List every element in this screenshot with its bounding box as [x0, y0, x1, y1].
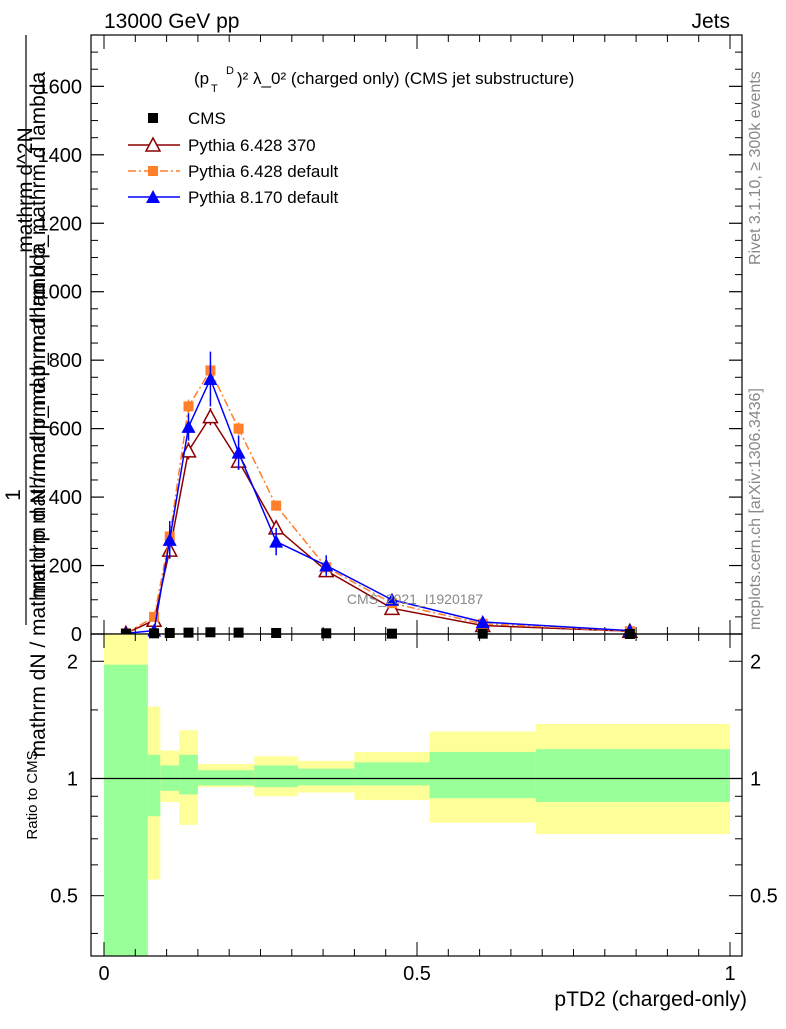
y-tick-label: 1600 [38, 76, 83, 98]
main-y-axis-label: 1 mathrm d^2N mathrm d N / mathrm d p_ma… [2, 35, 50, 757]
title-ptd-symbol: (p [194, 69, 209, 88]
data-point [233, 423, 244, 434]
x-tick-label: 0.5 [403, 963, 431, 985]
ratio-x-axis: 0 0.5 1 [98, 634, 736, 985]
data-point [269, 534, 284, 548]
ratio-band-inner [535, 749, 730, 803]
data-point [205, 627, 216, 638]
legend-label: CMS [188, 109, 226, 128]
ratio-y-tick-label: 1 [67, 768, 78, 790]
y-tick-label: 600 [49, 419, 82, 441]
legend-label: Pythia 6.428 default [188, 162, 339, 181]
y-tick-label: 800 [49, 350, 82, 372]
ratio-band-inner [197, 770, 255, 786]
title-ptd-sub: T [211, 83, 218, 95]
ratio-y-tick-label-right: 1 [750, 768, 761, 790]
data-point [384, 592, 399, 606]
ratio-y-tick-label: 2 [67, 651, 78, 673]
data-point [181, 419, 196, 433]
ylabel-numerator-detail: mathrm d N / mathrm d p_mathrm d p_mathr… [27, 72, 50, 599]
energy-label: 13000 GeV pp [104, 10, 239, 33]
ratio-band-inner [298, 768, 355, 786]
ratio-y-tick-label-right: 2 [750, 651, 761, 673]
ratio-band-inner [147, 754, 161, 817]
mcplots-label: mcplots.cern.ch [arXiv:1306.3436] [747, 388, 764, 630]
x-tick-label: 1 [724, 963, 735, 985]
data-point [149, 628, 160, 639]
legend-marker [148, 166, 158, 176]
ratio-y-axis: 0.5 0.5 1 1 2 2 [50, 651, 778, 934]
data-point [231, 445, 246, 459]
ratio-band-inner [354, 762, 430, 786]
data-point [271, 627, 282, 638]
series-pythia-8-170-default [118, 351, 637, 640]
rivet-label: Rivet 3.1.10, ≥ 300k events [747, 71, 764, 265]
y-tick-label: 1400 [38, 145, 83, 167]
ylabel-denominator: mathrm dN / mathrm d p mathrm d p_mathrm… [27, 242, 50, 757]
data-point [183, 401, 194, 412]
x-axis-label: pTD2 (charged-only) [554, 988, 747, 1011]
data-point [203, 371, 218, 385]
legend-label: Pythia 6.428 370 [188, 136, 316, 155]
data-point [162, 532, 177, 546]
data-point [149, 611, 160, 622]
main-y-axis: 0 200 400 600 800 1000 1200 1400 1600 [38, 34, 742, 646]
data-point [271, 500, 282, 511]
legend-marker [146, 190, 160, 203]
ratio-y-tick-label-right: 0.5 [750, 886, 778, 908]
y-tick-label: 0 [71, 624, 82, 646]
data-point [183, 627, 194, 638]
ratio-band-inner [104, 664, 148, 956]
data-point [319, 558, 334, 572]
category-label: Jets [691, 10, 730, 33]
y-tick-label: 400 [49, 487, 82, 509]
legend: CMS Pythia 6.428 370 Pythia 6.428 default P… [128, 109, 339, 207]
ratio-y-tick-label: 0.5 [50, 886, 78, 908]
legend-label: Pythia 8.170 default [188, 188, 339, 207]
data-point [321, 628, 332, 639]
data-point [233, 627, 244, 638]
y-tick-label: 1200 [38, 213, 83, 235]
ylabel-prefactor: 1 [2, 489, 25, 501]
ratio-band-inner [254, 765, 299, 788]
title-ptd-sup: D [226, 65, 234, 77]
series-layer [117, 351, 639, 641]
analysis-watermark: CMS_2021_I1920187 [347, 591, 483, 607]
ratio-band-inner [429, 751, 536, 799]
data-point [202, 408, 219, 424]
y-tick-label: 1000 [38, 282, 83, 304]
x-tick-label: 0 [98, 963, 109, 985]
ratio-y-label: Ratio to CMS [24, 750, 41, 839]
data-point [475, 615, 490, 629]
title-rest: )² λ_0² (charged only) (CMS jet substruc… [237, 69, 574, 88]
y-tick-label: 200 [49, 556, 82, 578]
ratio-band-inner [179, 754, 198, 795]
ratio-bands [104, 634, 730, 956]
data-point [164, 627, 175, 638]
legend-marker [148, 113, 158, 123]
legend-marker [144, 136, 162, 152]
chart-title: (p D T )² λ_0² (charged only) (CMS jet s… [194, 65, 574, 95]
